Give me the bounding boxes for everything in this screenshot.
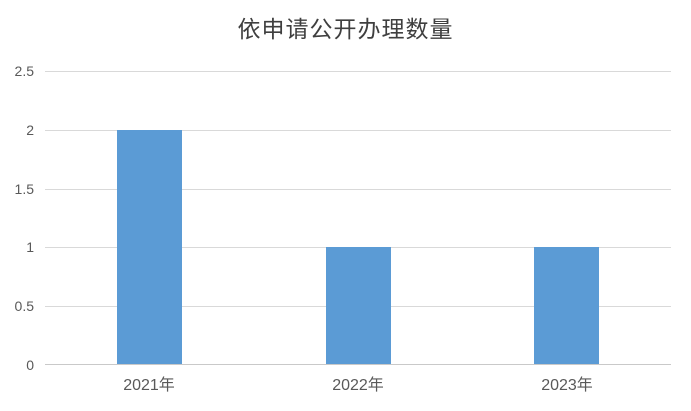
y-tick-label: 1.5 <box>14 181 34 197</box>
gridline <box>45 71 671 72</box>
bar-2021年 <box>117 130 182 365</box>
y-tick-label: 0 <box>26 357 34 373</box>
bar-2023年 <box>534 247 599 365</box>
x-tick-label: 2023年 <box>541 377 593 394</box>
x-tick-label: 2022年 <box>332 377 384 394</box>
x-axis-line <box>45 364 671 365</box>
y-tick-label: 2.5 <box>14 63 34 79</box>
gridline <box>45 189 671 190</box>
plot-area <box>45 71 671 365</box>
y-tick-label: 0.5 <box>14 298 34 314</box>
bar-2022年 <box>326 247 391 365</box>
y-tick-label: 2 <box>26 122 34 138</box>
x-tick-label: 2021年 <box>123 377 175 394</box>
gridline <box>45 130 671 131</box>
y-tick-label: 1 <box>26 239 34 255</box>
chart-title: 依申请公开办理数量 <box>237 17 454 43</box>
